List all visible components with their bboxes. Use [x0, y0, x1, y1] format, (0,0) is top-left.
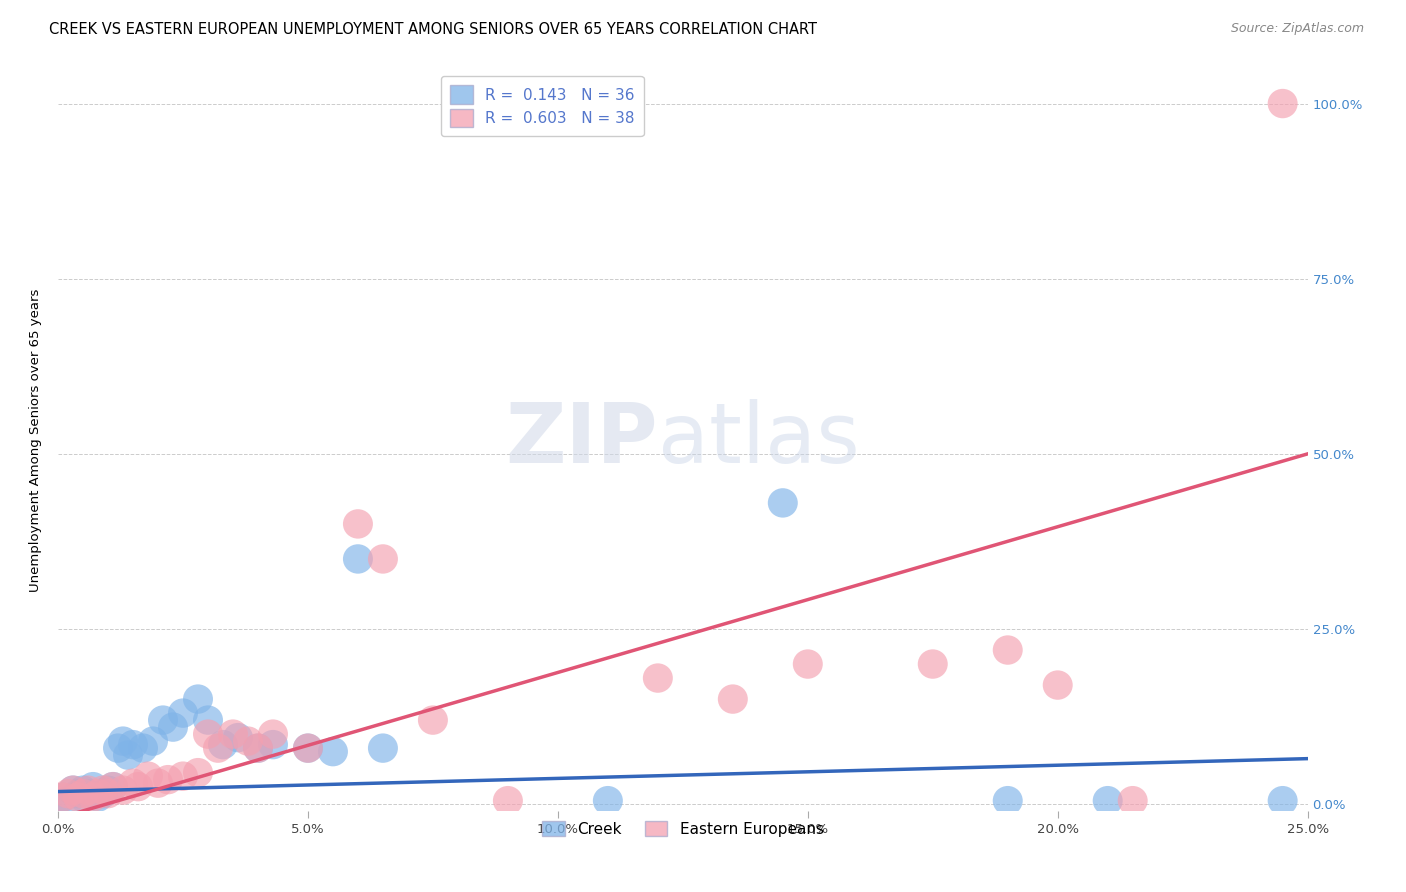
Ellipse shape — [1118, 786, 1147, 815]
Ellipse shape — [58, 775, 89, 805]
Ellipse shape — [1043, 671, 1073, 700]
Ellipse shape — [103, 733, 134, 763]
Ellipse shape — [718, 684, 748, 714]
Ellipse shape — [918, 649, 948, 679]
Ellipse shape — [108, 775, 138, 805]
Ellipse shape — [67, 779, 98, 808]
Ellipse shape — [53, 779, 83, 808]
Ellipse shape — [118, 730, 148, 759]
Legend: Creek, Eastern Europeans: Creek, Eastern Europeans — [534, 814, 831, 845]
Ellipse shape — [118, 768, 148, 797]
Text: Source: ZipAtlas.com: Source: ZipAtlas.com — [1230, 22, 1364, 36]
Ellipse shape — [593, 786, 623, 815]
Ellipse shape — [208, 730, 238, 759]
Ellipse shape — [1092, 786, 1123, 815]
Ellipse shape — [318, 737, 347, 766]
Ellipse shape — [167, 762, 198, 791]
Ellipse shape — [73, 775, 103, 805]
Ellipse shape — [257, 720, 288, 748]
Text: atlas: atlas — [658, 400, 859, 481]
Ellipse shape — [167, 698, 198, 728]
Ellipse shape — [202, 733, 233, 763]
Ellipse shape — [138, 726, 167, 756]
Ellipse shape — [93, 775, 122, 805]
Ellipse shape — [368, 733, 398, 763]
Ellipse shape — [134, 762, 163, 791]
Ellipse shape — [643, 664, 673, 693]
Ellipse shape — [153, 765, 183, 795]
Ellipse shape — [77, 772, 108, 801]
Ellipse shape — [292, 733, 323, 763]
Ellipse shape — [67, 782, 98, 812]
Ellipse shape — [89, 779, 118, 808]
Ellipse shape — [77, 782, 108, 812]
Ellipse shape — [108, 726, 138, 756]
Ellipse shape — [183, 758, 212, 788]
Ellipse shape — [148, 706, 179, 735]
Y-axis label: Unemployment Among Seniors over 65 years: Unemployment Among Seniors over 65 years — [30, 288, 42, 591]
Ellipse shape — [768, 488, 797, 517]
Ellipse shape — [257, 730, 288, 759]
Ellipse shape — [157, 713, 188, 742]
Ellipse shape — [98, 772, 128, 801]
Ellipse shape — [143, 768, 173, 797]
Ellipse shape — [112, 740, 143, 770]
Ellipse shape — [63, 782, 93, 812]
Ellipse shape — [193, 706, 224, 735]
Ellipse shape — [233, 726, 263, 756]
Ellipse shape — [993, 635, 1022, 665]
Ellipse shape — [89, 775, 118, 805]
Ellipse shape — [494, 786, 523, 815]
Ellipse shape — [93, 779, 122, 808]
Ellipse shape — [183, 684, 212, 714]
Ellipse shape — [53, 786, 83, 815]
Ellipse shape — [1268, 786, 1298, 815]
Ellipse shape — [98, 772, 128, 801]
Ellipse shape — [83, 779, 112, 808]
Ellipse shape — [122, 772, 153, 801]
Ellipse shape — [58, 775, 89, 805]
Ellipse shape — [193, 720, 224, 748]
Ellipse shape — [224, 723, 253, 752]
Ellipse shape — [243, 733, 273, 763]
Ellipse shape — [128, 733, 157, 763]
Ellipse shape — [1268, 89, 1298, 119]
Ellipse shape — [67, 775, 98, 805]
Text: CREEK VS EASTERN EUROPEAN UNEMPLOYMENT AMONG SENIORS OVER 65 YEARS CORRELATION C: CREEK VS EASTERN EUROPEAN UNEMPLOYMENT A… — [49, 22, 817, 37]
Ellipse shape — [48, 782, 77, 812]
Text: ZIP: ZIP — [505, 400, 658, 481]
Ellipse shape — [83, 782, 112, 812]
Ellipse shape — [993, 786, 1022, 815]
Ellipse shape — [243, 733, 273, 763]
Ellipse shape — [218, 720, 247, 748]
Ellipse shape — [368, 544, 398, 574]
Ellipse shape — [418, 706, 449, 735]
Ellipse shape — [63, 779, 93, 808]
Ellipse shape — [343, 544, 373, 574]
Ellipse shape — [343, 509, 373, 539]
Ellipse shape — [48, 782, 77, 812]
Ellipse shape — [73, 779, 103, 808]
Ellipse shape — [793, 649, 823, 679]
Ellipse shape — [292, 733, 323, 763]
